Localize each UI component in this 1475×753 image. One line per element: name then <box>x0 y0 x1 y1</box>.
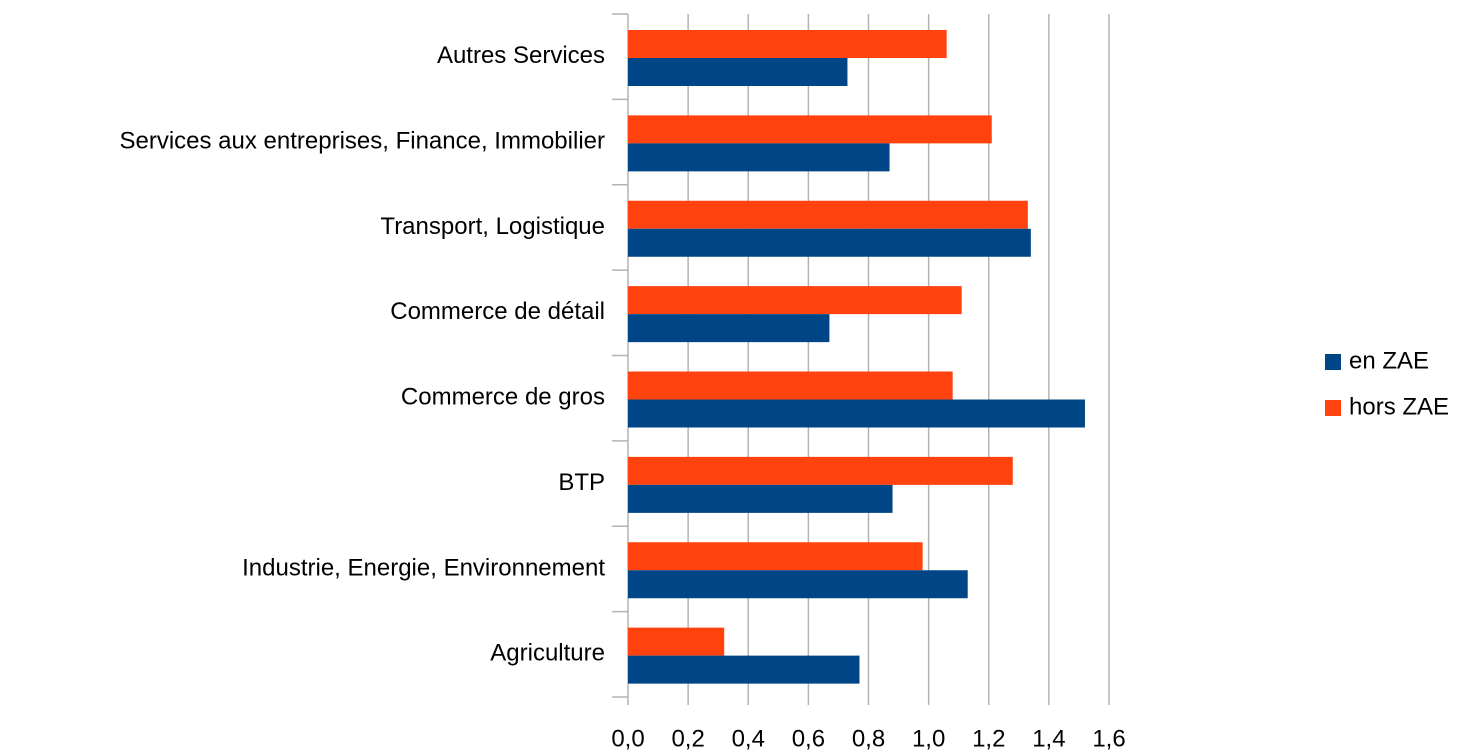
legend-label: hors ZAE <box>1349 393 1449 420</box>
y-tick-label: Agriculture <box>490 640 605 667</box>
bar <box>628 228 1031 257</box>
x-tick-label: 1,4 <box>1032 725 1065 752</box>
x-tick-label: 0,6 <box>792 725 825 752</box>
bar <box>628 570 968 599</box>
legend-swatch <box>1325 354 1341 370</box>
bar <box>628 200 1028 229</box>
bar <box>628 314 830 343</box>
x-tick-label: 1,0 <box>912 725 945 752</box>
bar <box>628 143 890 172</box>
x-tick-label: 1,2 <box>972 725 1005 752</box>
y-tick-label: Industrie, Energie, Environnement <box>242 554 605 581</box>
bar <box>628 371 953 400</box>
y-tick-label: Commerce de détail <box>390 298 605 325</box>
bar <box>628 399 1085 428</box>
y-tick-label: Autres Services <box>437 42 605 69</box>
y-tick-label: Services aux entreprises, Finance, Immob… <box>119 127 605 154</box>
x-tick-label: 0,4 <box>732 725 765 752</box>
bar <box>628 456 1013 485</box>
x-tick-label: 0,8 <box>852 725 885 752</box>
bar <box>628 30 947 58</box>
y-tick-label: Transport, Logistique <box>380 213 605 240</box>
bar <box>628 655 860 684</box>
bar <box>628 627 725 656</box>
x-tick-label: 1,6 <box>1092 725 1125 752</box>
bar <box>628 286 962 315</box>
x-tick-label: 0,2 <box>671 725 704 752</box>
y-tick-label: BTP <box>558 469 605 496</box>
x-tick-label: 0,0 <box>611 725 644 752</box>
bar <box>628 542 923 571</box>
y-tick-label: Commerce de gros <box>401 384 605 411</box>
bar <box>628 58 848 86</box>
bar <box>628 484 893 513</box>
bar <box>628 115 992 144</box>
legend-swatch <box>1325 400 1341 416</box>
legend-label: en ZAE <box>1349 347 1429 374</box>
